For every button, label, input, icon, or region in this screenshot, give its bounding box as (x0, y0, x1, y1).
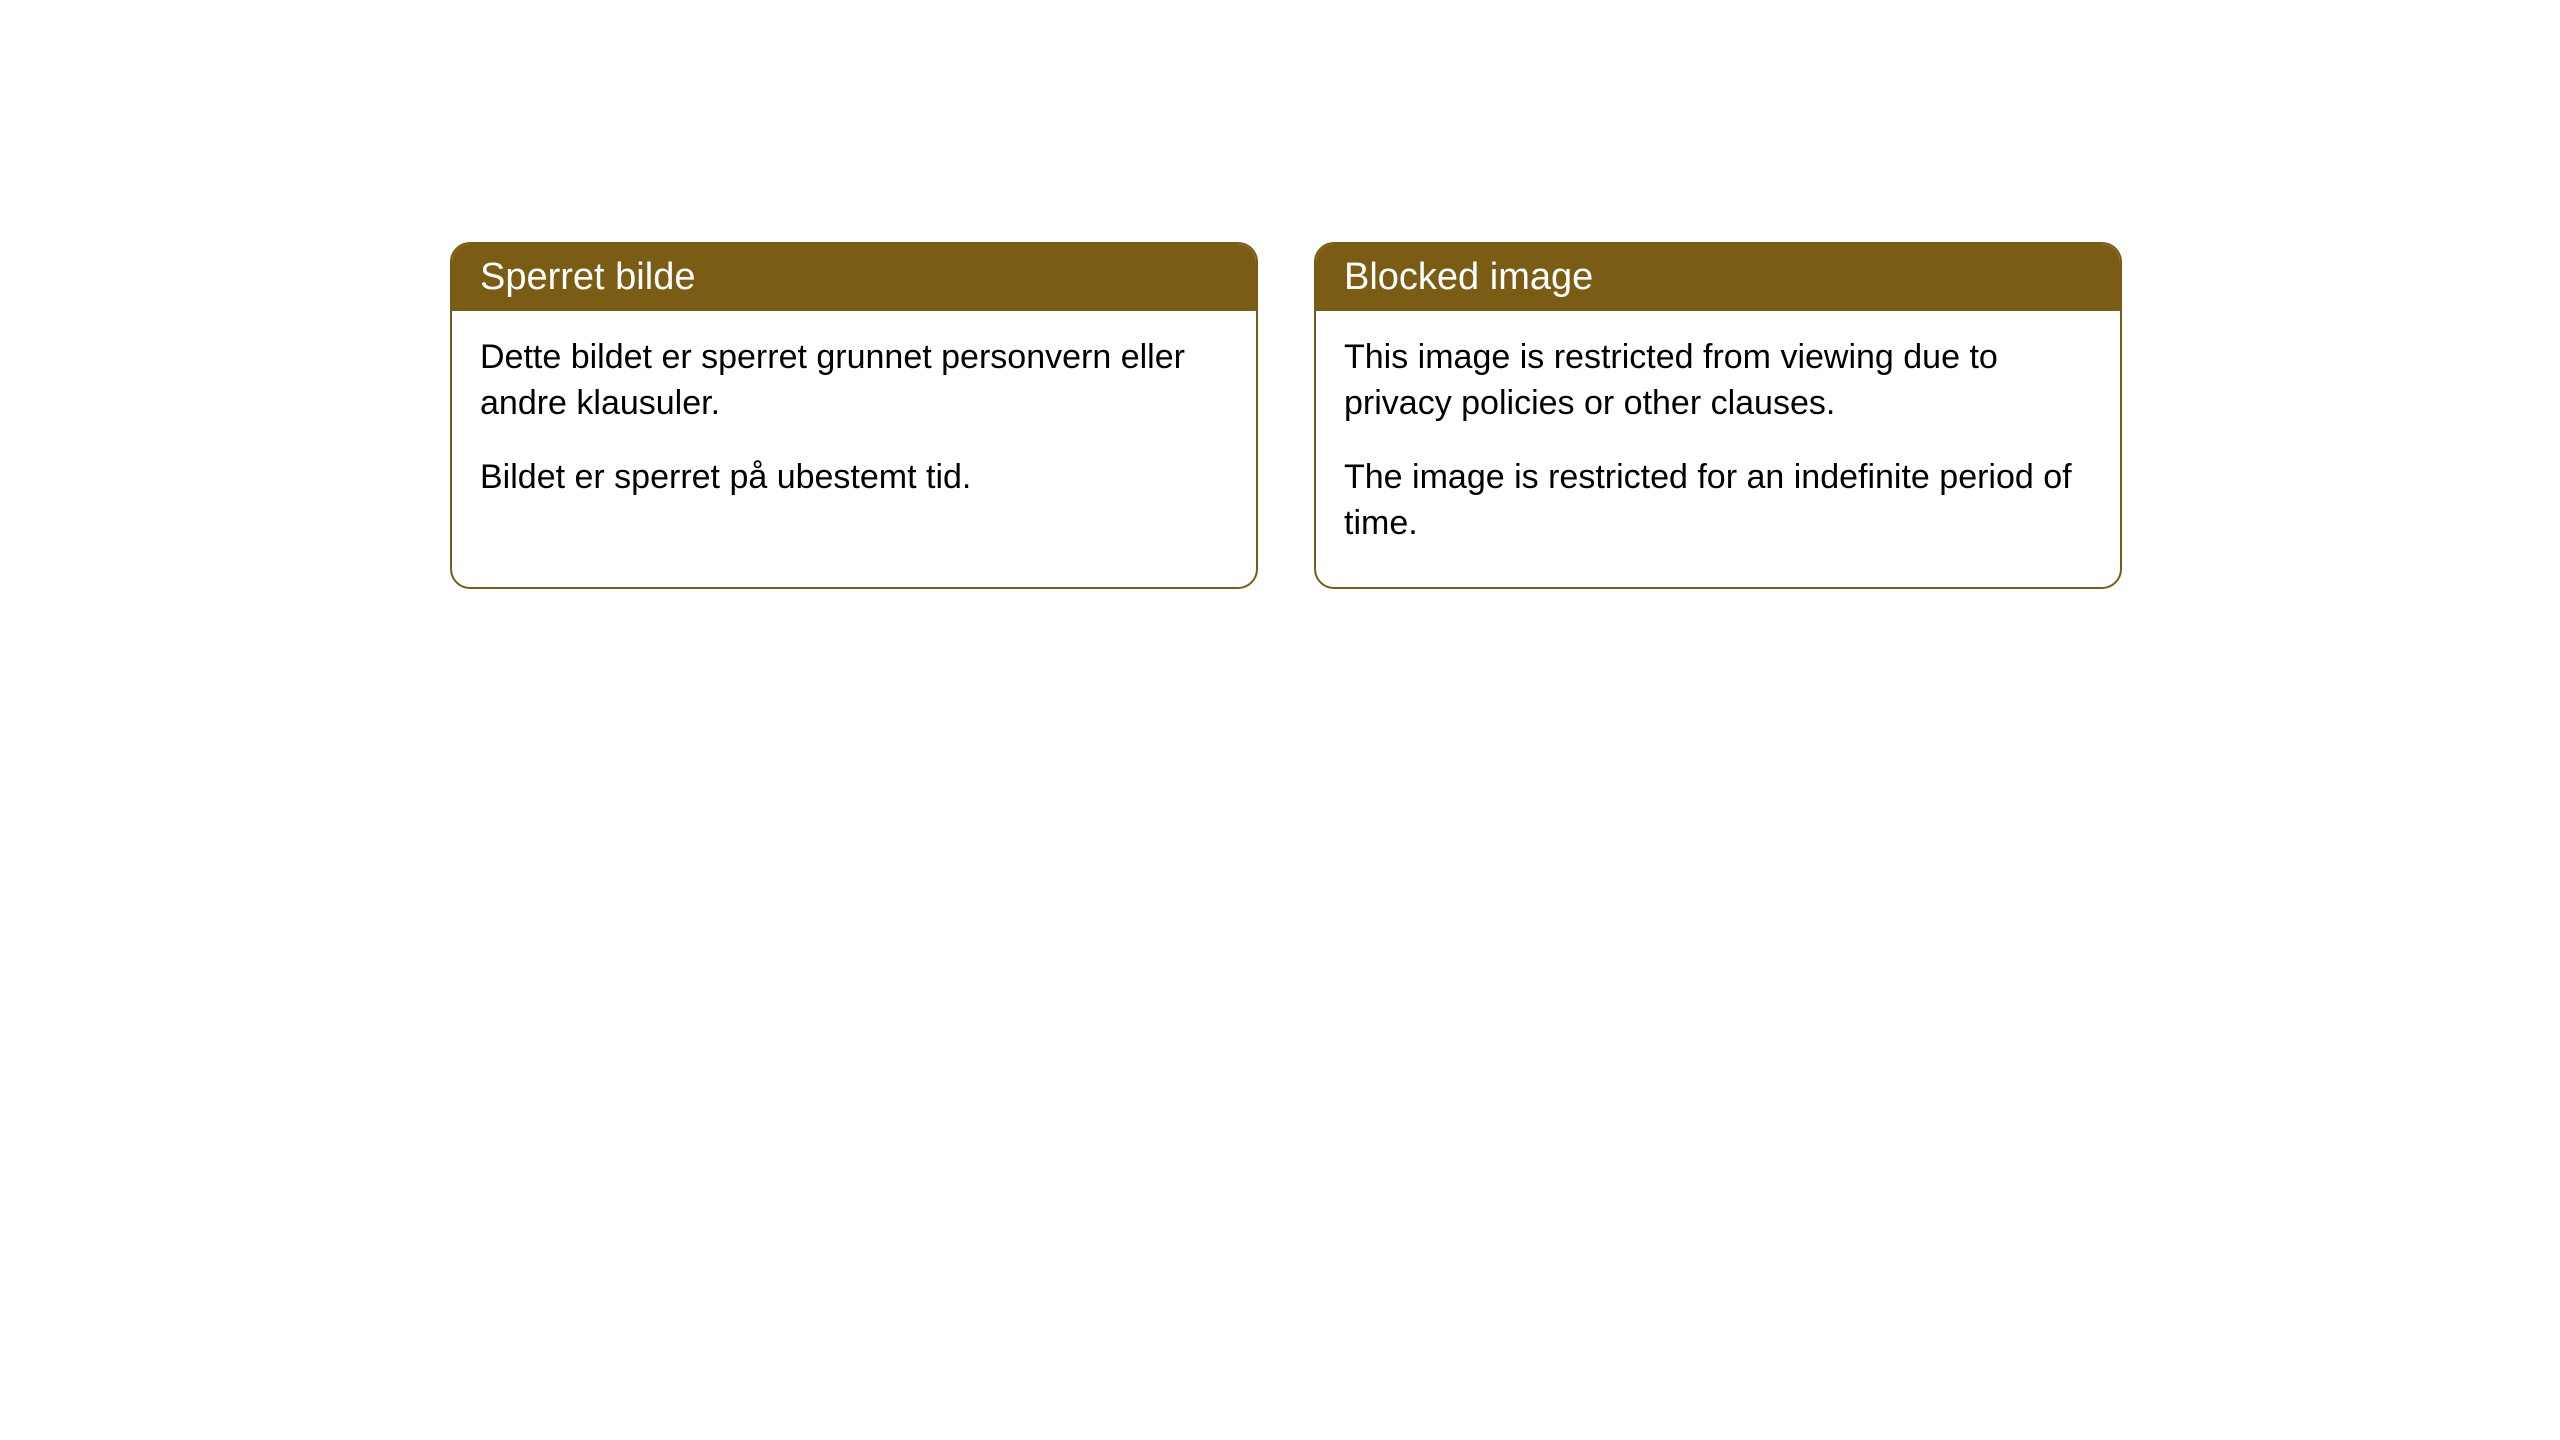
blocked-image-card-no: Sperret bilde Dette bildet er sperret gr… (450, 242, 1258, 589)
blocked-image-card-en: Blocked image This image is restricted f… (1314, 242, 2122, 589)
card-paragraph: Bildet er sperret på ubestemt tid. (480, 455, 1228, 501)
card-paragraph: This image is restricted from viewing du… (1344, 335, 2092, 427)
card-body: Dette bildet er sperret grunnet personve… (452, 311, 1256, 541)
notice-container: Sperret bilde Dette bildet er sperret gr… (0, 0, 2560, 589)
card-paragraph: The image is restricted for an indefinit… (1344, 455, 2092, 547)
card-paragraph: Dette bildet er sperret grunnet personve… (480, 335, 1228, 427)
card-title: Blocked image (1316, 244, 2120, 311)
card-body: This image is restricted from viewing du… (1316, 311, 2120, 587)
card-title: Sperret bilde (452, 244, 1256, 311)
